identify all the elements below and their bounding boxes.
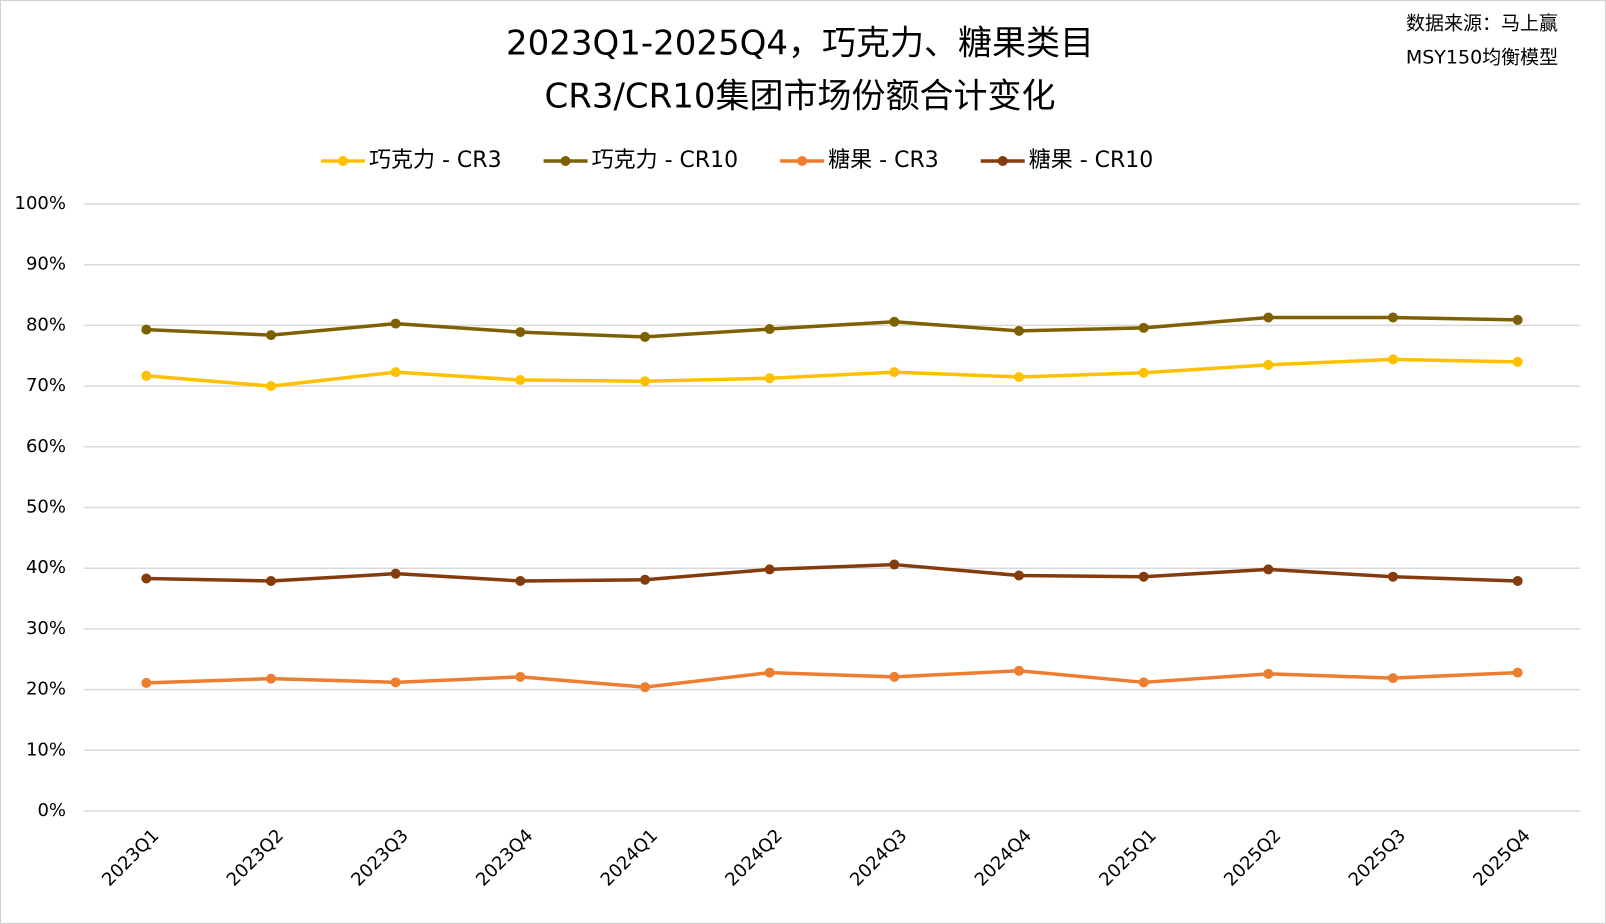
data-point [1263, 359, 1274, 370]
data-point [1014, 570, 1024, 581]
legend-marker [560, 156, 571, 166]
legend-label: 糖果 - CR10 [1029, 148, 1154, 173]
data-point [640, 376, 650, 387]
data-point [889, 367, 900, 378]
data-point [1138, 677, 1149, 688]
series-line [146, 315, 1518, 339]
data-point [515, 327, 526, 338]
legend-label: 糖果 - CR3 [828, 148, 939, 173]
chart-title: CR3/CR10集团市场份额合计变化 [544, 77, 1055, 117]
data-point [640, 682, 650, 693]
data-point [390, 318, 401, 329]
y-tick-label: 100% [15, 193, 66, 214]
data-point [764, 324, 775, 335]
data-point [266, 381, 276, 392]
data-point [1014, 371, 1024, 382]
data-point [1263, 668, 1274, 679]
y-tick-label: 30% [26, 618, 66, 639]
y-tick-label: 20% [26, 679, 66, 700]
source-note: 数据来源：马上赢 [1406, 13, 1558, 35]
data-point [889, 559, 900, 570]
data-point [1388, 354, 1398, 365]
legend-marker [997, 156, 1008, 166]
data-point [1512, 667, 1523, 678]
data-point [1388, 673, 1398, 684]
data-point [266, 330, 276, 341]
data-point [390, 568, 401, 579]
data-point [266, 673, 276, 684]
data-point [1014, 325, 1024, 336]
data-point [141, 324, 152, 335]
data-point [1263, 564, 1274, 575]
data-point [1138, 322, 1149, 333]
data-point [1138, 367, 1149, 378]
data-point [141, 370, 152, 381]
data-point [141, 677, 152, 688]
y-tick-label: 70% [26, 375, 66, 396]
data-point [889, 316, 900, 327]
legend-label: 巧克力 - CR3 [369, 148, 502, 173]
data-point [764, 564, 775, 575]
series-line [146, 357, 1518, 388]
y-tick-label: 90% [26, 254, 66, 275]
data-point [1512, 314, 1523, 325]
data-point [640, 331, 650, 342]
data-point [141, 573, 152, 584]
data-point [640, 574, 650, 585]
y-tick-label: 40% [26, 557, 66, 578]
chart-title: 2023Q1-2025Q4，巧克力、糖果类目 [506, 24, 1094, 64]
data-point [1138, 571, 1149, 582]
y-tick-label: 10% [26, 739, 66, 760]
data-point [764, 373, 775, 384]
legend-marker [338, 156, 348, 166]
data-point [390, 677, 401, 688]
y-tick-label: 80% [26, 314, 66, 335]
data-point [1512, 356, 1523, 367]
data-point [1263, 312, 1274, 323]
legend-label: 巧克力 - CR10 [592, 148, 739, 173]
y-tick-label: 0% [37, 800, 66, 821]
data-point [1388, 312, 1398, 323]
data-point [515, 375, 526, 386]
data-point [1014, 665, 1024, 676]
data-point [1512, 575, 1523, 586]
data-point [390, 367, 401, 378]
source-note: MSY150均衡模型 [1406, 47, 1558, 69]
y-tick-label: 50% [26, 497, 66, 518]
series-line [146, 669, 1518, 689]
y-tick-label: 60% [26, 436, 66, 457]
series-line [146, 562, 1518, 583]
data-point [515, 671, 526, 682]
data-point [515, 575, 526, 586]
data-point [764, 667, 775, 678]
data-point [889, 671, 900, 682]
legend-marker [797, 156, 808, 166]
data-point [266, 575, 276, 586]
data-point [1388, 571, 1398, 582]
